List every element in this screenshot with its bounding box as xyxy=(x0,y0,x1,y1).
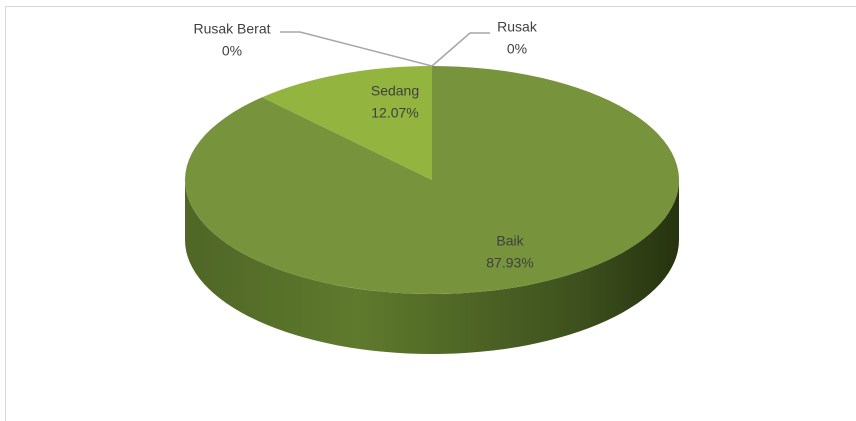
pie-side xyxy=(185,180,679,354)
leader-line xyxy=(431,32,490,67)
category-label: Rusak Berat xyxy=(193,21,270,37)
value-label: 0% xyxy=(222,43,242,59)
category-label: Baik xyxy=(496,233,524,249)
category-label: Rusak xyxy=(497,19,538,35)
category-label: Sedang xyxy=(371,83,419,99)
leader-line xyxy=(280,31,433,67)
value-label: 87.93% xyxy=(486,255,533,271)
chart-frame xyxy=(5,6,856,421)
value-label: 0% xyxy=(507,41,527,57)
value-label: 12.07% xyxy=(371,105,418,121)
pie-slice xyxy=(262,66,432,180)
